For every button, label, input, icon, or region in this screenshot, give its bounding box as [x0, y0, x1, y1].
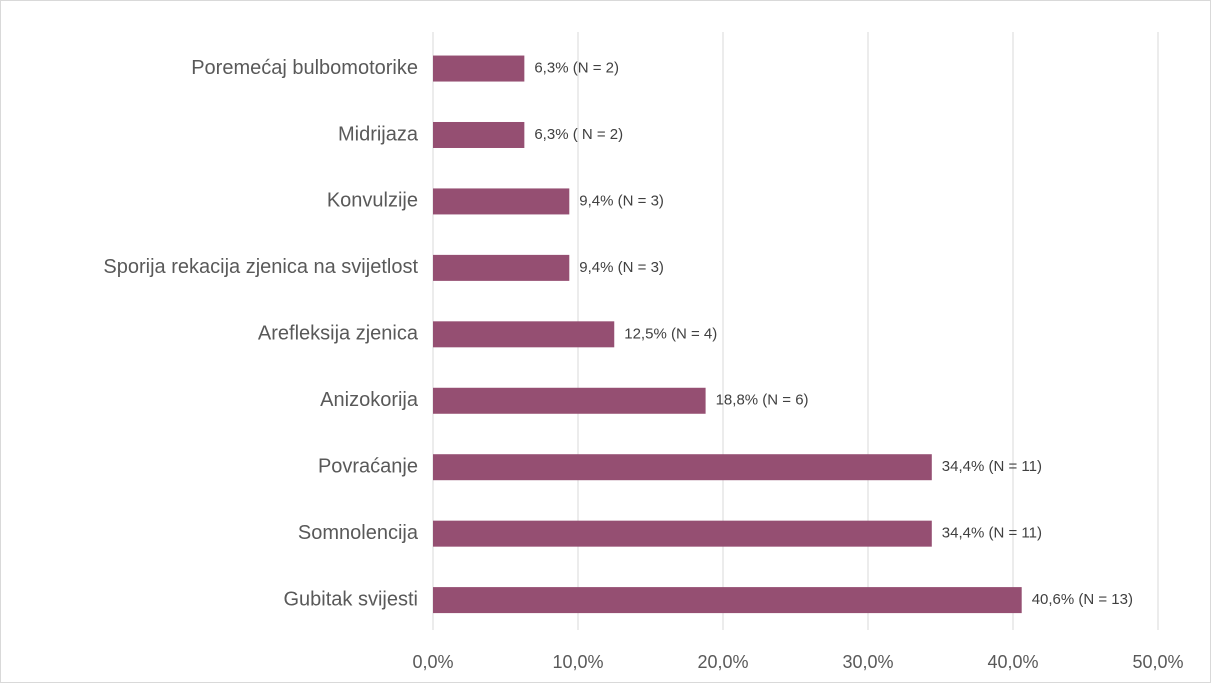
bar	[433, 520, 932, 547]
bar	[433, 321, 615, 348]
category-label: Povraćanje	[318, 455, 418, 477]
category-label: Arefleksija zjenica	[258, 323, 419, 345]
category-label: Midrijaza	[338, 123, 419, 145]
data-label: 34,4% (N = 11)	[942, 458, 1042, 475]
x-tick-label: 20,0%	[697, 652, 748, 672]
data-label: 6,3% ( N = 2)	[534, 126, 623, 143]
bar	[433, 387, 706, 414]
category-label: Gubitak svijesti	[284, 588, 419, 610]
category-label: Konvulzije	[327, 190, 418, 212]
bar	[433, 454, 932, 481]
x-tick-label: 10,0%	[552, 652, 603, 672]
data-label: 18,8% (N = 6)	[716, 392, 809, 409]
data-label: 9,4% (N = 3)	[579, 192, 664, 209]
bar	[433, 587, 1022, 614]
bar	[433, 254, 570, 281]
bar	[433, 55, 525, 82]
data-label: 12,5% (N = 4)	[624, 325, 717, 342]
x-tick-label: 50,0%	[1132, 652, 1183, 672]
data-label: 6,3% (N = 2)	[534, 60, 619, 77]
bar	[433, 188, 570, 215]
bar	[433, 121, 525, 148]
category-label: Anizokorija	[320, 389, 419, 411]
category-label: Poremećaj bulbomotorike	[191, 57, 418, 79]
data-label: 9,4% (N = 3)	[579, 259, 664, 276]
data-label: 34,4% (N = 11)	[942, 525, 1042, 542]
category-label: Somnolencija	[298, 522, 419, 544]
category-label: Sporija rekacija zjenica na svijetlost	[103, 256, 418, 278]
data-label: 40,6% (N = 13)	[1032, 591, 1133, 608]
x-tick-label: 30,0%	[842, 652, 893, 672]
x-tick-label: 40,0%	[987, 652, 1038, 672]
x-tick-label: 0,0%	[412, 652, 453, 672]
